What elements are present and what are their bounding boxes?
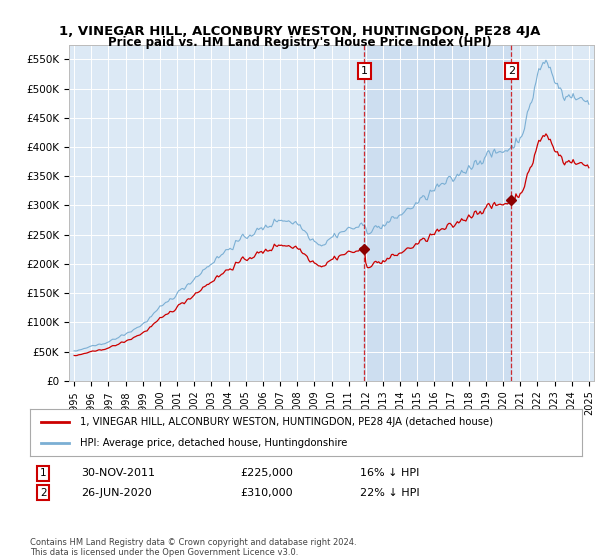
- Text: 1, VINEGAR HILL, ALCONBURY WESTON, HUNTINGDON, PE28 4JA: 1, VINEGAR HILL, ALCONBURY WESTON, HUNTI…: [59, 25, 541, 38]
- Text: 16% ↓ HPI: 16% ↓ HPI: [360, 468, 419, 478]
- Text: £310,000: £310,000: [240, 488, 293, 498]
- Text: HPI: Average price, detached house, Huntingdonshire: HPI: Average price, detached house, Hunt…: [80, 438, 347, 448]
- Text: 1: 1: [40, 468, 47, 478]
- Text: 22% ↓ HPI: 22% ↓ HPI: [360, 488, 419, 498]
- Text: Contains HM Land Registry data © Crown copyright and database right 2024.
This d: Contains HM Land Registry data © Crown c…: [30, 538, 356, 557]
- Text: Price paid vs. HM Land Registry's House Price Index (HPI): Price paid vs. HM Land Registry's House …: [108, 36, 492, 49]
- Text: 2: 2: [40, 488, 47, 498]
- Bar: [364, 45, 511, 381]
- Text: 1, VINEGAR HILL, ALCONBURY WESTON, HUNTINGDON, PE28 4JA (detached house): 1, VINEGAR HILL, ALCONBURY WESTON, HUNTI…: [80, 417, 493, 427]
- Text: £225,000: £225,000: [240, 468, 293, 478]
- Text: 30-NOV-2011: 30-NOV-2011: [81, 468, 155, 478]
- Text: 1: 1: [361, 66, 368, 76]
- Text: 26-JUN-2020: 26-JUN-2020: [81, 488, 152, 498]
- Text: 2: 2: [508, 66, 515, 76]
